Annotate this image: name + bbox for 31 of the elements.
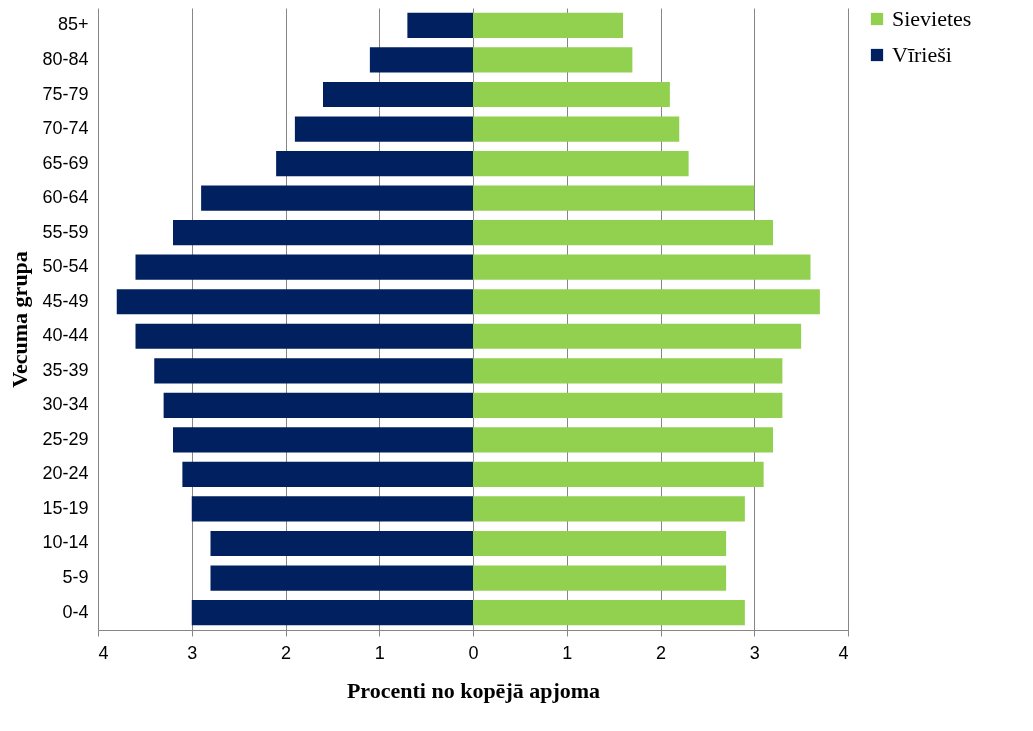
- y-tick-label: 35-39: [42, 359, 89, 380]
- x-tick-label: 2: [280, 642, 292, 663]
- y-tick-label: 45-49: [42, 290, 89, 311]
- x-tick-label: 0: [468, 642, 479, 663]
- legend-label: Sievietes: [892, 6, 972, 31]
- y-tick-label: 15-19: [42, 497, 89, 518]
- x-tick-label: 1: [562, 642, 573, 663]
- y-tick-label: 20-24: [42, 463, 89, 484]
- y-tick-label: 25-29: [42, 428, 89, 449]
- y-tick-label: 30-34: [42, 394, 89, 415]
- y-tick-label: 10-14: [42, 532, 89, 553]
- legend-label: Vīrieši: [892, 42, 952, 67]
- y-tick-label: 85+: [57, 14, 89, 35]
- y-tick-label: 75-79: [42, 83, 89, 104]
- x-tick-label: 4: [838, 642, 849, 663]
- y-tick-label: 60-64: [42, 187, 89, 208]
- y-tick-label: 70-74: [42, 118, 89, 139]
- y-tick-label: 55-59: [42, 221, 89, 242]
- x-tick-label: 4: [98, 642, 109, 663]
- y-tick-label: 65-69: [42, 152, 89, 173]
- x-axis-title: Procenti no kopējā apjoma: [346, 677, 601, 703]
- y-axis-title: Vecuma grupa: [7, 251, 33, 388]
- x-tick-label: 3: [749, 642, 760, 663]
- y-tick-label: 40-44: [42, 325, 89, 346]
- x-tick-label: 1: [374, 642, 385, 663]
- y-tick-label: 0-4: [62, 601, 89, 622]
- y-tick-label: 80-84: [42, 48, 89, 69]
- y-tick-label: 50-54: [42, 256, 89, 277]
- x-tick-label: 3: [187, 642, 198, 663]
- y-tick-label: 5-9: [62, 567, 89, 588]
- x-tick-label: 2: [655, 642, 667, 663]
